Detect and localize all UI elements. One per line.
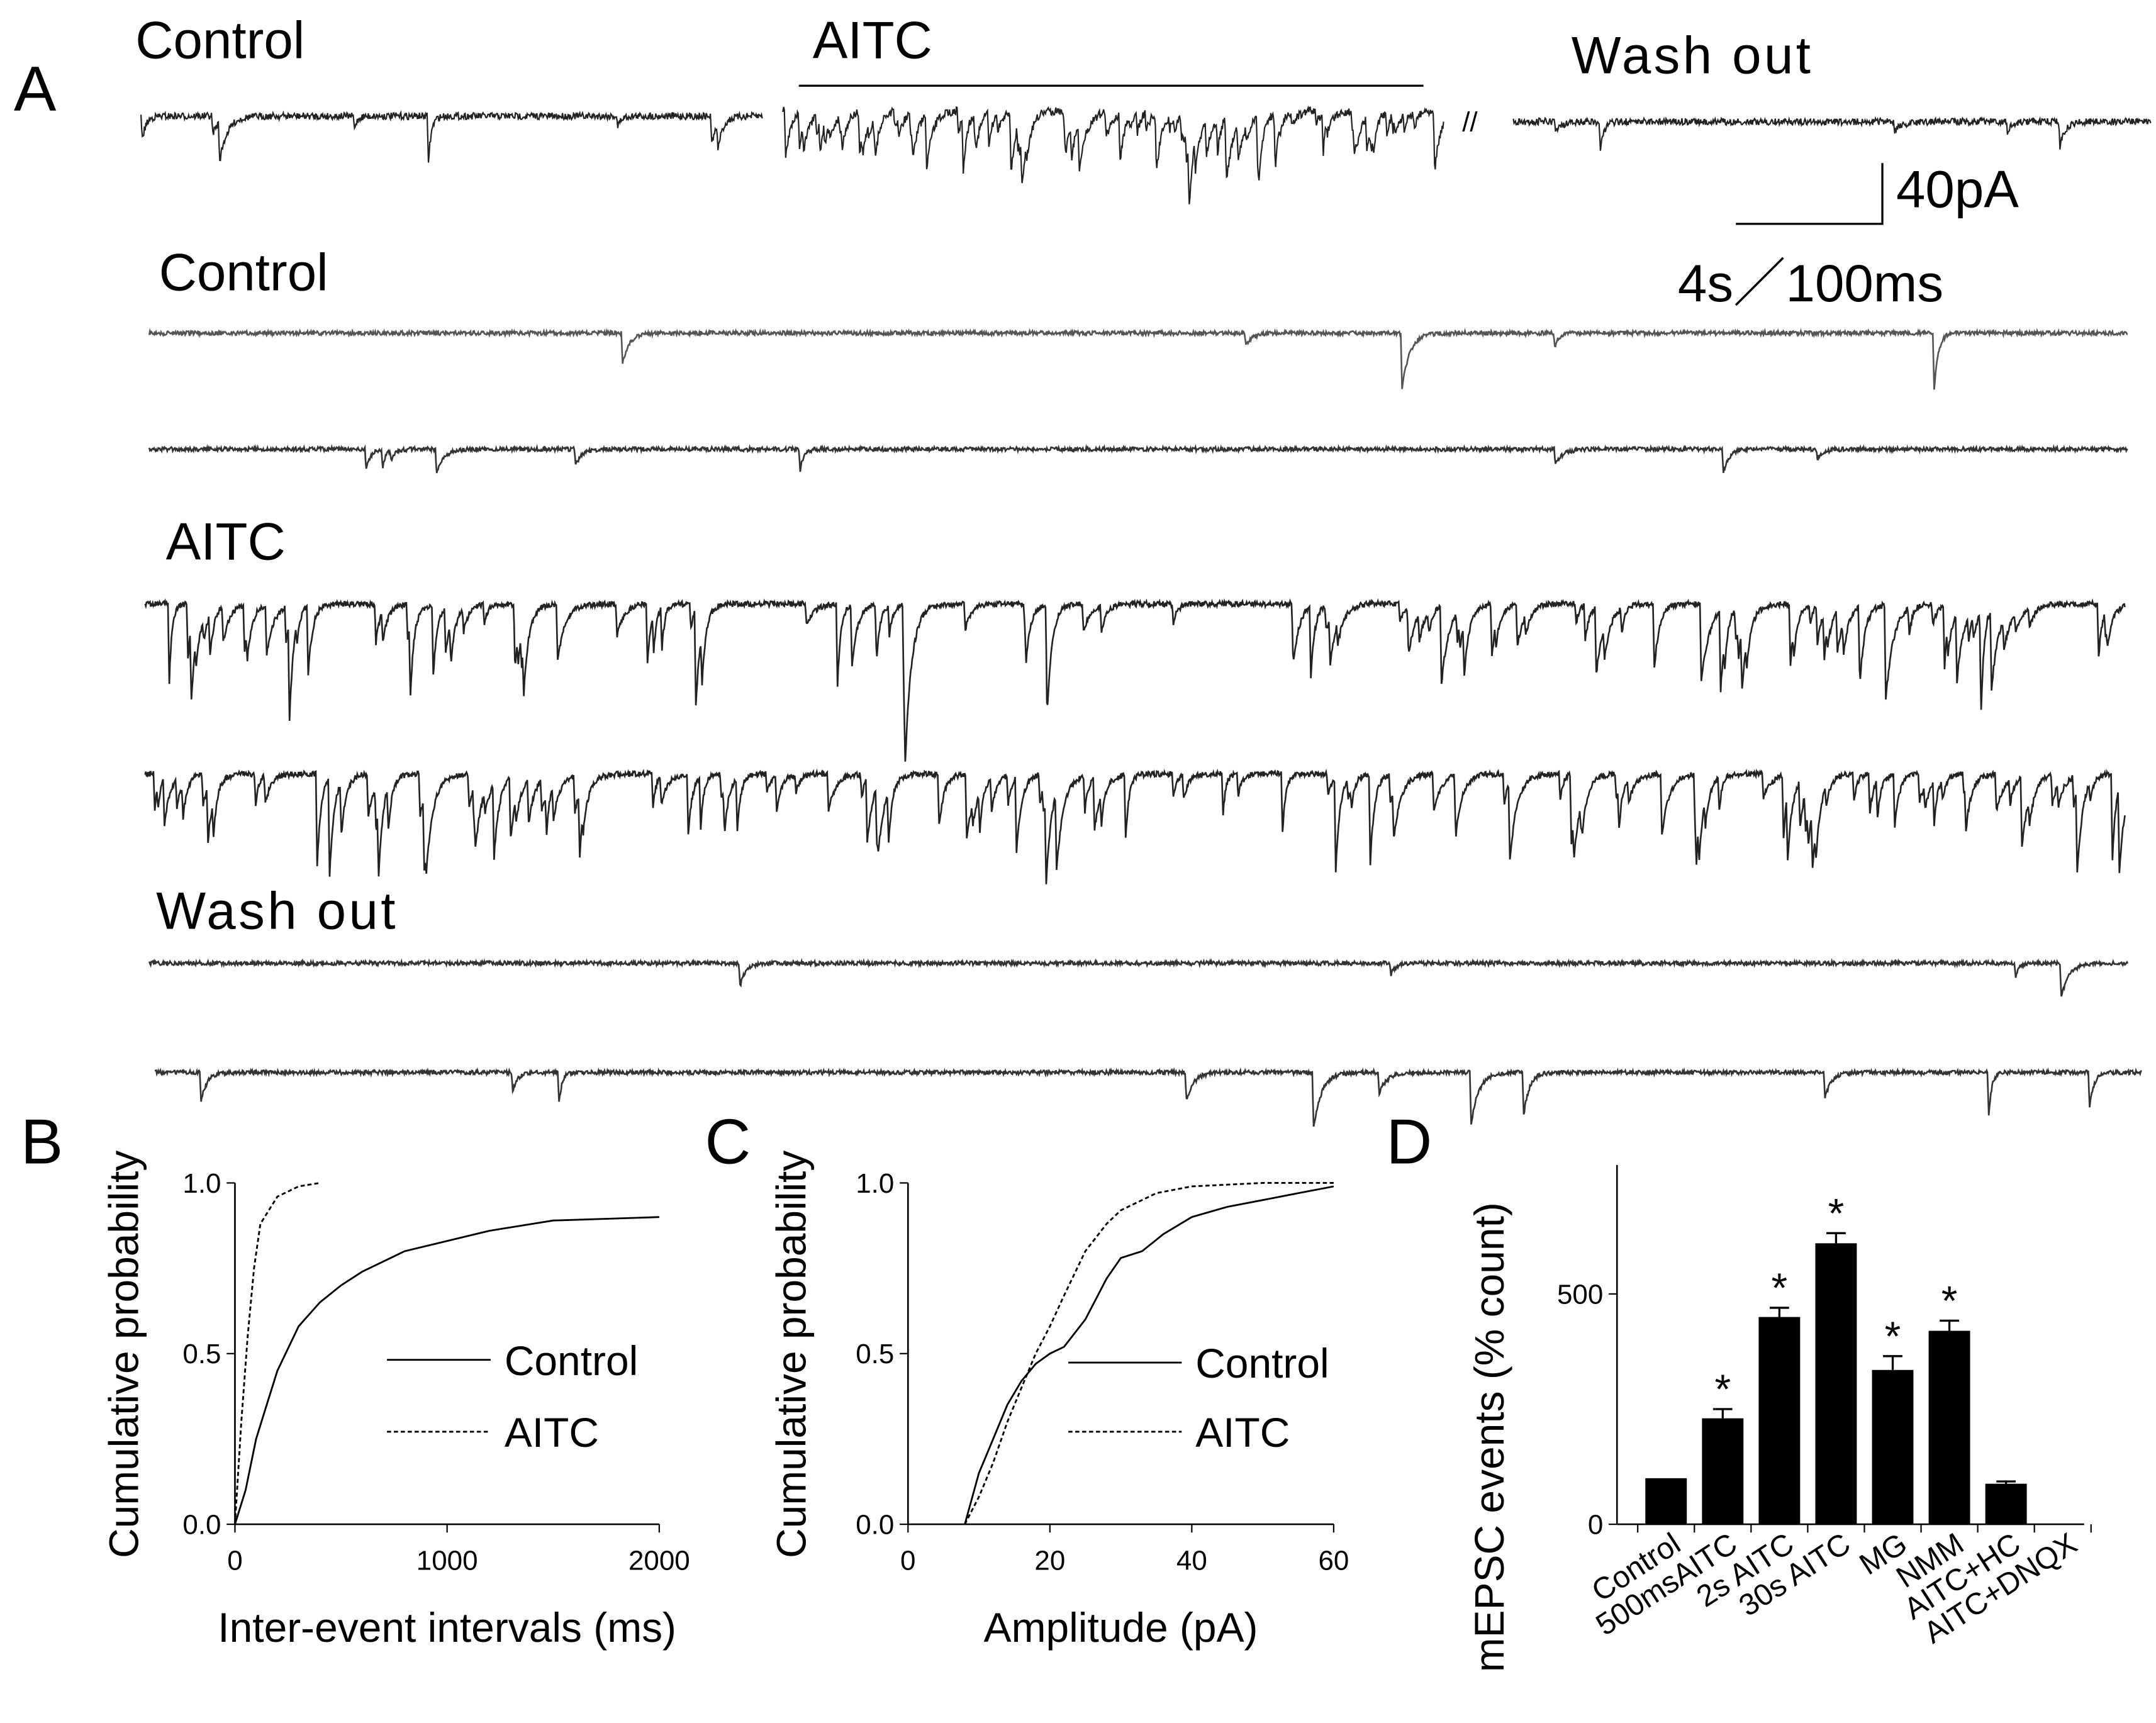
- bar: [1758, 1317, 1801, 1525]
- significance-mark: *: [1941, 1278, 1958, 1324]
- panel-letter: D: [1386, 1107, 1432, 1178]
- y-tick-label: 0.5: [182, 1339, 221, 1369]
- trace-label: Control: [135, 10, 304, 69]
- y-tick-label: 1.0: [182, 1168, 221, 1199]
- y-tick-label: 500: [1557, 1279, 1603, 1310]
- y-tick-label: 0.5: [856, 1339, 894, 1369]
- row-label: AITC: [166, 512, 286, 571]
- bar: [1702, 1418, 1744, 1525]
- significance-mark: *: [1714, 1366, 1731, 1412]
- x-axis-label: Inter-event intervals (ms): [218, 1604, 676, 1651]
- y-tick-label: 0: [1588, 1509, 1603, 1540]
- current-trace: [1512, 116, 2152, 151]
- legend-label: AITC: [1195, 1409, 1290, 1456]
- y-tick-label: 1.0: [856, 1168, 894, 1199]
- break-mark: //: [1462, 107, 1478, 138]
- y-tick-label: 0.0: [856, 1509, 894, 1540]
- scale-bar: [1736, 163, 1884, 225]
- x-tick-label: 2000: [628, 1546, 690, 1576]
- current-trace: [148, 957, 2129, 997]
- row-label: Control: [159, 242, 328, 301]
- panel-letter: A: [14, 54, 57, 125]
- legend-label: AITC: [505, 1409, 599, 1456]
- current-trace: [144, 598, 2126, 762]
- x-tick-label: 40: [1176, 1546, 1207, 1576]
- legend-label: Control: [505, 1337, 638, 1384]
- bar: [1985, 1483, 2027, 1525]
- cdf-line: [234, 1182, 320, 1525]
- cdf-line: [964, 1185, 1334, 1525]
- bar: [1815, 1243, 1857, 1525]
- current-trace: [148, 327, 2128, 390]
- y-axis-label: Cumulative probability: [768, 1151, 815, 1558]
- traces: [140, 105, 2152, 1127]
- legend-label: Control: [1195, 1340, 1329, 1386]
- panel-letter: C: [705, 1107, 751, 1178]
- x-tick-label: 0: [900, 1546, 915, 1576]
- scale-label: 40pA: [1896, 160, 2019, 219]
- bar: [1928, 1330, 1970, 1525]
- x-tick-label: 0: [227, 1546, 242, 1576]
- x-axis-label: Amplitude (pA): [984, 1604, 1258, 1651]
- x-tick-label: 20: [1034, 1546, 1065, 1576]
- row-label: Wash out: [156, 881, 398, 940]
- current-trace: [154, 1067, 2143, 1127]
- significance-mark: *: [1828, 1190, 1845, 1237]
- cdf-line: [964, 1182, 1334, 1525]
- current-trace: [782, 105, 1444, 204]
- cdf-line: [234, 1216, 659, 1525]
- y-axis-label: mEPSC events (% count): [1466, 1202, 1512, 1672]
- significance-mark: *: [1772, 1264, 1788, 1311]
- x-tick-label: 60: [1318, 1546, 1349, 1576]
- trace-label: Wash out: [1572, 25, 1814, 84]
- current-trace: [148, 443, 2128, 474]
- significance-mark: *: [1885, 1313, 1901, 1359]
- y-tick-label: 0.0: [182, 1509, 221, 1540]
- trace-label: AITC: [813, 10, 932, 69]
- current-trace: [140, 109, 763, 163]
- panel-letter: B: [21, 1107, 63, 1178]
- scale-label: 4s／100ms: [1678, 254, 1943, 313]
- bar: [1872, 1369, 1914, 1525]
- bar: [1645, 1478, 1687, 1525]
- y-axis-label: Cumulative probability: [101, 1151, 147, 1558]
- x-tick-label: 1000: [416, 1546, 478, 1576]
- current-trace: [144, 768, 2126, 884]
